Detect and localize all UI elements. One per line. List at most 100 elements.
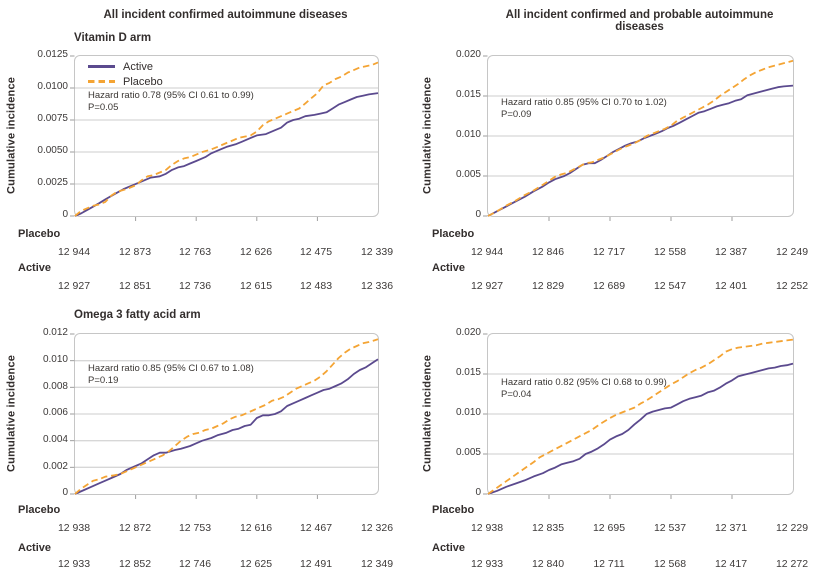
risk-count: 12 475: [299, 246, 333, 258]
hazard-ratio-annotation: Hazard ratio 0.85 (95% CI 0.67 to 1.08) …: [88, 363, 254, 386]
risk-row-label-placebo: Placebo: [432, 228, 475, 240]
risk-count: 12 491: [299, 558, 333, 570]
risk-count: 12 339: [360, 246, 394, 258]
p-value-text: P=0.19: [88, 374, 119, 386]
risk-count: 12 763: [178, 246, 212, 258]
risk-row-label-active: Active: [432, 542, 466, 554]
hazard-ratio-text: Hazard ratio 0.82 (95% CI 0.68 to 0.99): [501, 377, 667, 388]
risk-count: 12 625: [239, 558, 273, 570]
risk-count: 12 872: [118, 522, 152, 534]
hazard-ratio-text: Hazard ratio 0.85 (95% CI 0.70 to 1.02): [501, 97, 667, 108]
risk-count: 12 736: [178, 280, 212, 292]
risk-count: 12 229: [775, 522, 809, 534]
y-axis-label: Cumulative incidence: [5, 76, 18, 194]
p-value-text: P=0.09: [501, 108, 532, 120]
legend-item-active: Active: [88, 59, 163, 74]
risk-count: 12 873: [118, 246, 152, 258]
legend-label-active: Active: [123, 60, 153, 73]
y-tick-label: 0.005: [455, 447, 481, 458]
hazard-ratio-annotation: Hazard ratio 0.85 (95% CI 0.70 to 1.02) …: [501, 97, 667, 120]
y-tick-label: 0.015: [455, 367, 481, 378]
risk-count: 12 852: [118, 558, 152, 570]
risk-row-label-placebo: Placebo: [432, 504, 475, 516]
hazard-ratio-text: Hazard ratio 0.85 (95% CI 0.67 to 1.08): [88, 363, 254, 374]
y-tick-label: 0.012: [42, 327, 68, 338]
risk-row-label-active: Active: [18, 542, 52, 554]
risk-count: 12 272: [775, 558, 809, 570]
placebo-line-swatch: [88, 80, 115, 83]
chart-omega3-confirmed: Hazard ratio 0.85 (95% CI 0.67 to 1.08) …: [70, 333, 379, 499]
risk-count: 12 938: [470, 522, 504, 534]
y-tick-label: 0.010: [455, 407, 481, 418]
y-tick-label: 0.0075: [37, 113, 68, 124]
y-tick-label: 0.005: [455, 169, 481, 180]
risk-count: 12 558: [653, 246, 687, 258]
column-title-confirmed: All incident confirmed autoimmune diseas…: [103, 9, 348, 21]
risk-count: 12 938: [57, 522, 91, 534]
legend-label-placebo: Placebo: [123, 75, 163, 88]
risk-count: 12 717: [592, 246, 626, 258]
p-value-text: P=0.05: [88, 101, 119, 113]
risk-row-label-placebo: Placebo: [18, 228, 61, 240]
risk-count: 12 401: [714, 280, 748, 292]
y-tick-label: 0: [475, 209, 481, 220]
risk-count: 12 616: [239, 522, 273, 534]
risk-row-label-active: Active: [432, 262, 466, 274]
y-tick-label: 0.0100: [37, 81, 68, 92]
risk-count: 12 336: [360, 280, 394, 292]
legend: Active Placebo: [88, 59, 163, 89]
risk-count: 12 753: [178, 522, 212, 534]
risk-count: 12 944: [470, 246, 504, 258]
risk-count: 12 252: [775, 280, 809, 292]
risk-count: 12 568: [653, 558, 687, 570]
risk-count: 12 851: [118, 280, 152, 292]
y-tick-label: 0.015: [455, 89, 481, 100]
risk-count: 12 746: [178, 558, 212, 570]
y-tick-label: 0.0125: [37, 49, 68, 60]
y-tick-label: 0.0050: [37, 145, 68, 156]
arm-title-omega3: Omega 3 fatty acid arm: [74, 309, 201, 321]
risk-count: 12 829: [531, 280, 565, 292]
risk-count: 12 326: [360, 522, 394, 534]
risk-count: 12 944: [57, 246, 91, 258]
risk-count: 12 387: [714, 246, 748, 258]
y-tick-label: 0.008: [42, 381, 68, 392]
y-tick-label: 0.010: [455, 129, 481, 140]
p-value-text: P=0.04: [501, 388, 532, 400]
risk-count: 12 626: [239, 246, 273, 258]
hazard-ratio-annotation: Hazard ratio 0.82 (95% CI 0.68 to 0.99) …: [501, 377, 667, 400]
column-title-confirmed-probable: All incident confirmed and probable auto…: [505, 9, 774, 33]
y-axis-label: Cumulative incidence: [5, 354, 18, 472]
y-tick-label: 0.002: [42, 461, 68, 472]
risk-count: 12 711: [593, 558, 625, 570]
y-tick-label: 0.006: [42, 407, 68, 418]
risk-row-label-placebo: Placebo: [18, 504, 61, 516]
active-line-swatch: [88, 65, 115, 68]
y-tick-label: 0: [62, 209, 68, 220]
chart-omega3-confirmed-probable: Hazard ratio 0.82 (95% CI 0.68 to 0.99) …: [483, 333, 794, 499]
risk-count: 12 371: [714, 522, 748, 534]
risk-count: 12 483: [299, 280, 333, 292]
risk-count: 12 537: [653, 522, 687, 534]
y-tick-label: 0.020: [455, 49, 481, 60]
risk-count: 12 249: [775, 246, 809, 258]
risk-count: 12 846: [531, 246, 565, 258]
risk-count: 12 840: [531, 558, 565, 570]
risk-count: 12 927: [470, 280, 504, 292]
y-tick-label: 0.0025: [37, 177, 68, 188]
risk-count: 12 933: [470, 558, 504, 570]
hazard-ratio-text: Hazard ratio 0.78 (95% CI 0.61 to 0.99): [88, 90, 254, 101]
chart-vitamin-d-confirmed: Active Placebo Hazard ratio 0.78 (95% CI…: [70, 55, 379, 221]
risk-count: 12 615: [239, 280, 273, 292]
risk-count: 12 349: [360, 558, 394, 570]
y-tick-label: 0: [475, 487, 481, 498]
arm-title-vitamin-d: Vitamin D arm: [74, 32, 152, 44]
legend-item-placebo: Placebo: [88, 74, 163, 89]
risk-count: 12 467: [299, 522, 333, 534]
risk-count: 12 927: [57, 280, 91, 292]
y-tick-label: 0: [62, 487, 68, 498]
hazard-ratio-annotation: Hazard ratio 0.78 (95% CI 0.61 to 0.99) …: [88, 90, 254, 113]
risk-row-label-active: Active: [18, 262, 52, 274]
risk-count: 12 547: [653, 280, 687, 292]
